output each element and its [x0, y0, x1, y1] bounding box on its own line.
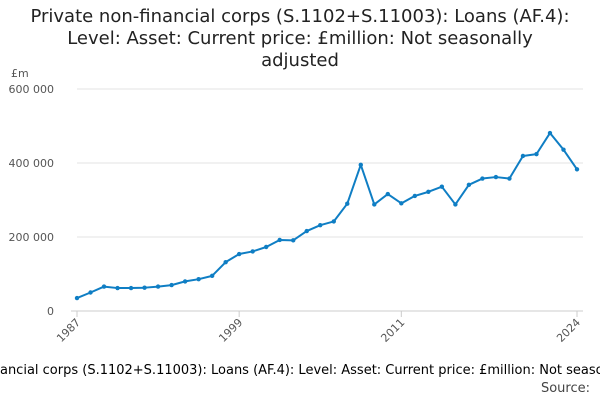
- x-tick-labels: 1987 1999 2011 2024: [54, 311, 583, 345]
- data-point: [196, 276, 201, 282]
- chart-title-line: Level: Asset: Current price: £million: N…: [67, 28, 533, 49]
- data-point: [88, 290, 93, 295]
- data-point: [223, 259, 228, 265]
- chart-title-line: adjusted: [261, 50, 339, 71]
- data-point: [115, 285, 120, 291]
- data-point: [263, 244, 269, 250]
- data-point: [426, 189, 431, 195]
- data-point: [169, 282, 174, 288]
- source-label: Source:: [540, 381, 590, 396]
- y-tick-label: 600 000: [9, 83, 55, 96]
- data-point: [372, 202, 377, 207]
- chart-title: Private non-financial corps (S.1102+S.11…: [0, 6, 600, 72]
- chart-caption: Private non-financial corps (S.1102+S.11…: [0, 363, 600, 379]
- y-tick-labels: 0 200 000 400 000 600 000: [9, 83, 55, 318]
- x-tick-label: 2011: [378, 316, 407, 345]
- data-point: [507, 176, 512, 181]
- data-point: [385, 191, 391, 197]
- data-point: [574, 167, 580, 172]
- data-point: [480, 176, 485, 181]
- x-tick-label: 1987: [54, 316, 83, 345]
- data-point: [520, 153, 526, 159]
- x-tick-label: 1999: [216, 316, 245, 345]
- data-point: [439, 184, 445, 189]
- data-point: [209, 273, 215, 279]
- chart-title-line: Private non-financial corps (S.1102+S.11…: [30, 6, 570, 27]
- grid-lines: [77, 88, 583, 238]
- data-point: [74, 295, 80, 301]
- data-point: [277, 237, 282, 243]
- data-point: [291, 238, 296, 243]
- data-point: [182, 279, 188, 284]
- data-point: [466, 182, 472, 188]
- chart-caption-text: Private non-financial corps (S.1102+S.11…: [0, 363, 600, 378]
- data-point: [534, 151, 539, 157]
- data-point: [493, 174, 499, 180]
- y-tick-label: 400 000: [9, 157, 55, 170]
- data-point: [331, 219, 336, 224]
- data-point: [142, 285, 147, 290]
- data-point: [412, 193, 418, 199]
- data-point: [561, 147, 566, 152]
- data-point: [236, 251, 242, 257]
- data-point: [345, 201, 350, 206]
- data-point: [304, 228, 309, 234]
- y-tick-label: 0: [47, 305, 54, 318]
- data-point: [318, 222, 323, 228]
- x-tick-label: 2024: [554, 316, 583, 345]
- y-unit-label: £m: [11, 67, 29, 80]
- data-point: [101, 284, 107, 289]
- series-line: [76, 132, 578, 299]
- data-point: [128, 285, 134, 291]
- data-point: [155, 284, 161, 289]
- y-tick-label: 200 000: [9, 231, 55, 244]
- data-point: [399, 201, 404, 206]
- data-point: [453, 202, 458, 207]
- data-points: [74, 130, 580, 301]
- data-point: [358, 162, 363, 168]
- data-point: [547, 130, 553, 136]
- data-point: [250, 249, 255, 254]
